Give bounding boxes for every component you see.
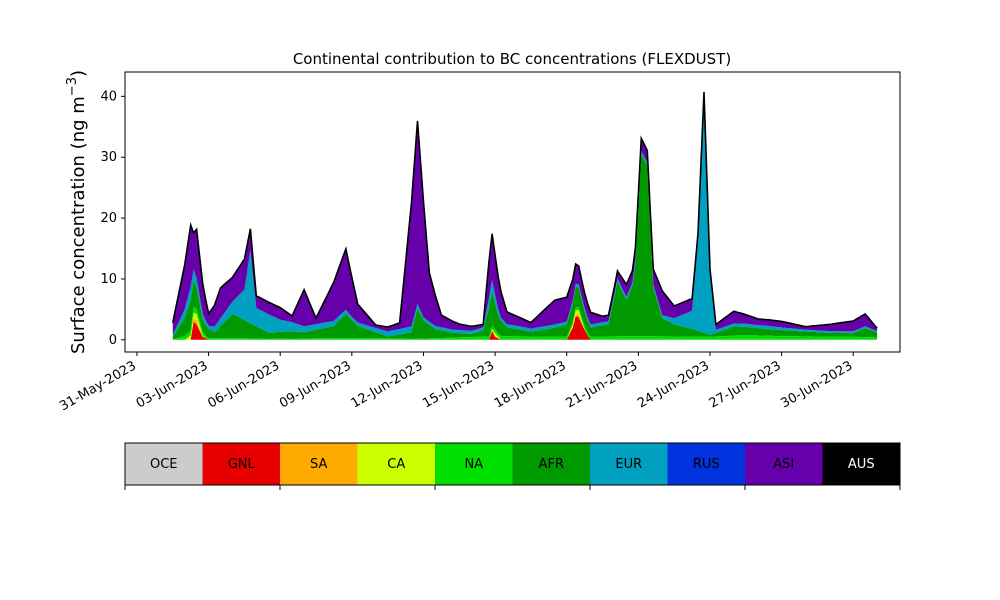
total-line <box>172 91 878 329</box>
legend-swatch-ca <box>357 443 435 485</box>
legend-label-gnl: GNL <box>228 457 256 472</box>
axes: 0 10 20 30 40 31-May-202303-Jun-202306-Jun-20… <box>57 71 901 414</box>
y-axis-label-exponent: −3 <box>65 77 80 96</box>
legend-swatch-eur <box>590 443 668 485</box>
x-tick-label: 31-May-2023 <box>57 358 139 414</box>
legend-swatch-gnl <box>202 443 280 485</box>
legend-swatch-na <box>435 443 513 485</box>
area-series-afr <box>172 153 878 340</box>
legend-swatch-asi <box>745 443 823 485</box>
x-tick-label: 06-Jun-2023 <box>205 358 282 411</box>
y-tick-label: 40 <box>100 89 117 104</box>
legend-label-rus: RUS <box>693 457 720 472</box>
plot-area <box>172 91 878 340</box>
y-axis-label-main: Surface concentration (ng m <box>68 96 89 354</box>
chart-title: Continental contribution to BC concentra… <box>293 50 731 68</box>
area-series-asi <box>172 92 878 335</box>
legend-label-ca: CA <box>387 457 405 472</box>
legend-label-afr: AFR <box>539 457 564 472</box>
y-tick-label: 30 <box>100 150 117 165</box>
x-tick-label: 18-Jun-2023 <box>492 358 569 411</box>
y-axis-label-end: ) <box>68 70 89 77</box>
y-tick-label: 0 <box>109 333 117 348</box>
area-series-rus <box>172 96 878 335</box>
x-tick-label: 21-Jun-2023 <box>564 358 641 411</box>
area-series-eur <box>172 101 878 337</box>
x-tick-label: 27-Jun-2023 <box>707 358 784 411</box>
legend-swatch-rus <box>667 443 745 485</box>
x-tick-label: 12-Jun-2023 <box>349 358 426 411</box>
legend-swatch-aus <box>822 443 900 485</box>
legend-label-oce: OCE <box>150 457 178 472</box>
legend-swatch-sa <box>280 443 358 485</box>
legend-label-na: NA <box>464 457 483 472</box>
legend-label-asi: ASI <box>773 457 794 472</box>
legend-frame <box>124 442 901 486</box>
legend-label-aus: AUS <box>848 457 875 472</box>
x-tick-label: 03-Jun-2023 <box>134 358 211 411</box>
x-tick-label: 15-Jun-2023 <box>420 358 497 411</box>
legend-swatch-afr <box>512 443 590 485</box>
legend-swatch-oce <box>125 443 203 485</box>
plot-frame <box>124 71 901 353</box>
y-axis-label: Surface concentration (ng m−3) <box>65 70 89 354</box>
x-tick-label: 24-Jun-2023 <box>635 358 712 411</box>
area-series-na <box>172 306 878 340</box>
legend-label-eur: EUR <box>615 457 642 472</box>
x-tick-label: 09-Jun-2023 <box>277 358 354 411</box>
svg-text:Surface concentration (ng m−3): Surface concentration (ng m−3) <box>65 70 89 354</box>
y-tick-label: 10 <box>100 272 117 287</box>
x-tick-label: 30-Jun-2023 <box>778 358 855 411</box>
legend: OCE GNL SA CA NA AFR EUR RUS ASI AUS <box>124 442 901 490</box>
legend-label-sa: SA <box>310 457 327 472</box>
y-tick-label: 20 <box>100 211 117 226</box>
